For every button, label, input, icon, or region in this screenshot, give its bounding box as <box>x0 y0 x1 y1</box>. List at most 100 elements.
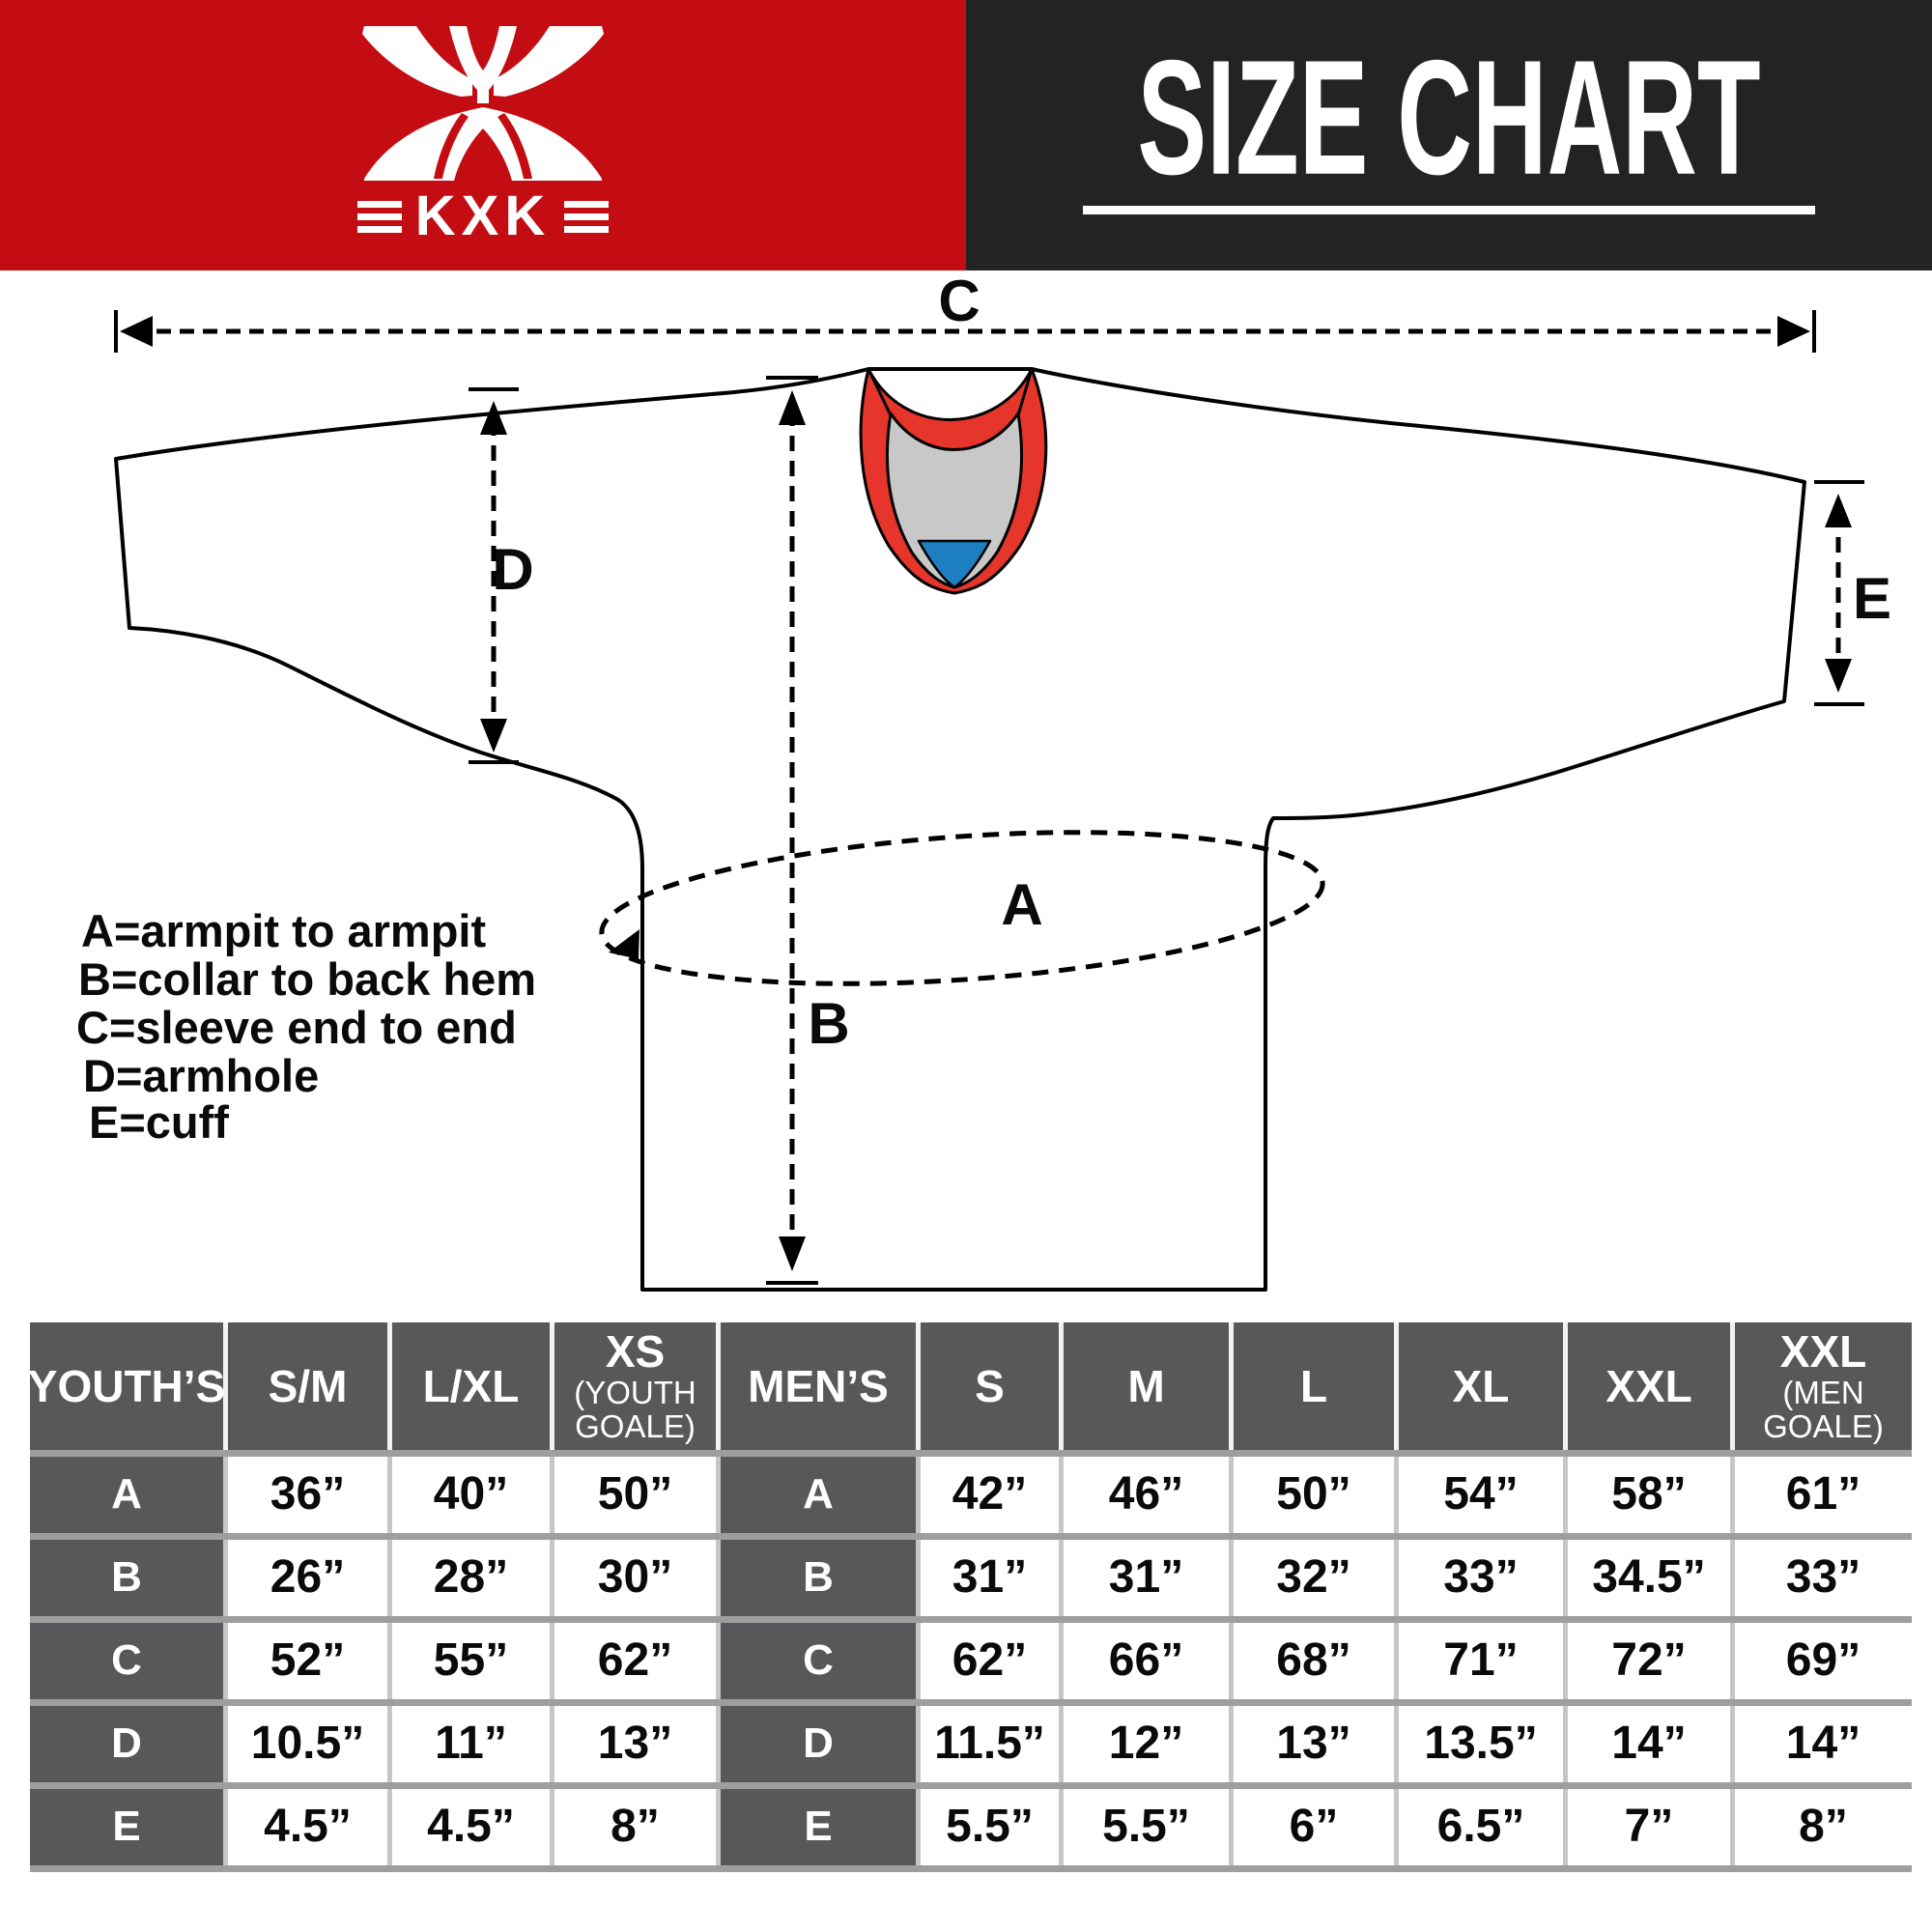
legend-line-b: B=collar to back hem <box>78 953 536 1005</box>
men-e-xl: 6.5” <box>1399 1789 1568 1865</box>
col-header-xs-sub1: (YOUTH <box>574 1374 696 1410</box>
youth-c-lxl: 55” <box>392 1623 554 1699</box>
col-header-youths: YOUTH’S <box>28 1322 228 1450</box>
measure-d-arrow-down <box>480 719 507 753</box>
men-d-m: 12” <box>1064 1706 1234 1782</box>
col-header-xl: XL <box>1399 1322 1568 1450</box>
row-b-youth-label: B <box>30 1540 228 1616</box>
measure-a-arrowhead <box>609 929 639 959</box>
row-c-youth-label: C <box>30 1623 228 1699</box>
col-header-xs-goalie: XS (YOUTH GOALE) <box>554 1322 721 1450</box>
measure-c-arrow-left <box>120 316 153 347</box>
measure-d-label: D <box>492 537 533 602</box>
col-header-l: L <box>1234 1322 1399 1450</box>
measure-e-arrow-down <box>1825 659 1852 693</box>
row-a-youth-label: A <box>30 1457 228 1533</box>
measure-b-arrow-down <box>779 1236 806 1271</box>
col-header-xxl-goalie: XXL (MEN GOALE) <box>1735 1322 1912 1450</box>
header-brand-panel: KXK <box>0 0 966 270</box>
youth-b-xs: 30” <box>554 1540 721 1616</box>
youth-d-sm: 10.5” <box>228 1706 392 1782</box>
men-c-xxl: 72” <box>1568 1623 1735 1699</box>
row-c-men-label: C <box>721 1623 921 1699</box>
col-header-xxlg-size: XXL <box>1779 1326 1867 1378</box>
men-d-s: 11.5” <box>921 1706 1064 1782</box>
title-underline <box>1083 205 1815 214</box>
youth-e-sm: 4.5” <box>228 1789 392 1865</box>
men-b-xxlg: 33” <box>1735 1540 1912 1616</box>
men-a-s: 42” <box>921 1457 1064 1533</box>
col-header-xxlg-sub1: (MEN <box>1782 1374 1864 1410</box>
legend-line-e: E=cuff <box>89 1096 229 1148</box>
col-header-mens: MEN’S <box>721 1322 921 1450</box>
brand-text: KXK <box>414 185 552 247</box>
measure-d-arrow-up <box>480 401 507 435</box>
title-wrap: SIZE CHART <box>1078 36 1820 214</box>
row-a-men-label: A <box>721 1457 921 1533</box>
legend-line-a: A=armpit to armpit <box>81 905 486 956</box>
collar-seam-left <box>867 368 893 416</box>
page-title: SIZE CHART <box>1137 26 1761 210</box>
measure-b-label: B <box>808 991 849 1056</box>
col-header-xs-sub2: GOALE) <box>575 1408 696 1445</box>
youth-b-sm: 26” <box>228 1540 392 1616</box>
youth-d-lxl: 11” <box>392 1706 554 1782</box>
youth-b-lxl: 28” <box>392 1540 554 1616</box>
men-b-xxl: 34.5” <box>1568 1540 1735 1616</box>
col-header-s: S <box>921 1322 1064 1450</box>
youth-e-lxl: 4.5” <box>392 1789 554 1865</box>
tribar-right-icon <box>564 200 610 233</box>
youth-a-sm: 36” <box>228 1457 392 1533</box>
men-c-xxlg: 69” <box>1735 1623 1912 1699</box>
men-e-xxlg: 8” <box>1735 1789 1912 1865</box>
youth-e-xs: 8” <box>554 1789 721 1865</box>
youth-c-sm: 52” <box>228 1623 392 1699</box>
legend-line-d: D=armhole <box>83 1050 319 1101</box>
collar-blue-insert <box>917 539 992 589</box>
row-d-youth-label: D <box>30 1706 228 1782</box>
men-a-l: 50” <box>1234 1457 1399 1533</box>
men-e-xxl: 7” <box>1568 1789 1735 1865</box>
youth-d-xs: 13” <box>554 1706 721 1782</box>
measure-e-arrow-up <box>1825 494 1852 527</box>
row-d-men-label: D <box>721 1706 921 1782</box>
men-b-s: 31” <box>921 1540 1064 1616</box>
men-d-l: 13” <box>1234 1706 1399 1782</box>
col-header-m: M <box>1064 1322 1234 1450</box>
tribar-left-icon <box>356 200 402 233</box>
collar-seam-right <box>1016 368 1034 416</box>
men-d-xxl: 14” <box>1568 1706 1735 1782</box>
men-d-xl: 13.5” <box>1399 1706 1568 1782</box>
men-e-l: 6” <box>1234 1789 1399 1865</box>
men-e-s: 5.5” <box>921 1789 1064 1865</box>
men-a-m: 46” <box>1064 1457 1234 1533</box>
men-b-m: 31” <box>1064 1540 1234 1616</box>
measure-c-label: C <box>938 270 980 333</box>
men-c-m: 66” <box>1064 1623 1234 1699</box>
jersey-outline <box>114 367 1806 1292</box>
col-header-xxl: XXL <box>1568 1322 1735 1450</box>
col-header-xxlg-sub2: GOALE) <box>1763 1408 1884 1445</box>
header-title-panel: SIZE CHART <box>966 0 1932 270</box>
measure-e-label: E <box>1853 566 1891 631</box>
men-e-m: 5.5” <box>1064 1789 1234 1865</box>
brand-row: KXK <box>356 185 610 247</box>
men-c-s: 62” <box>921 1623 1064 1699</box>
header: KXK SIZE CHART <box>0 0 1932 270</box>
men-c-xl: 71” <box>1399 1623 1568 1699</box>
youth-a-xs: 50” <box>554 1457 721 1533</box>
measure-c-arrow-right <box>1777 316 1810 347</box>
size-table: YOUTH’S S/M L/XL XS (YOUTH GOALE) MEN’S … <box>28 1322 1912 1872</box>
kxk-emblem-icon <box>362 26 604 181</box>
measure-a-label: A <box>1001 872 1042 937</box>
men-d-xxlg: 14” <box>1735 1706 1912 1782</box>
men-c-l: 68” <box>1234 1623 1399 1699</box>
youth-a-lxl: 40” <box>392 1457 554 1533</box>
legend-line-c: C=sleeve end to end <box>76 1002 517 1053</box>
measure-b-arrow-up <box>779 390 806 425</box>
jersey-measurement-diagram: C D B E A A=armpit to armpit B=collar to… <box>76 270 1891 1292</box>
youth-c-xs: 62” <box>554 1623 721 1699</box>
col-header-sm: S/M <box>228 1322 392 1450</box>
row-b-men-label: B <box>721 1540 921 1616</box>
